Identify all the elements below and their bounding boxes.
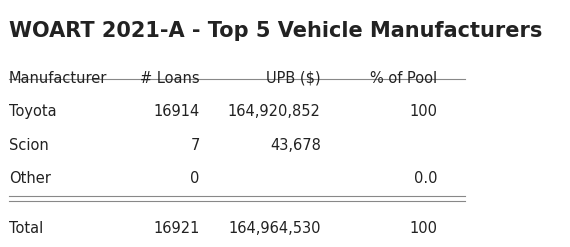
Text: % of Pool: % of Pool <box>370 71 437 86</box>
Text: # Loans: # Loans <box>140 71 200 86</box>
Text: 164,964,530: 164,964,530 <box>229 221 321 236</box>
Text: 16914: 16914 <box>153 104 200 119</box>
Text: Scion: Scion <box>9 138 48 153</box>
Text: 7: 7 <box>190 138 200 153</box>
Text: 16921: 16921 <box>153 221 200 236</box>
Text: Total: Total <box>9 221 43 236</box>
Text: UPB ($): UPB ($) <box>266 71 321 86</box>
Text: Manufacturer: Manufacturer <box>9 71 107 86</box>
Text: 164,920,852: 164,920,852 <box>228 104 321 119</box>
Text: 43,678: 43,678 <box>270 138 321 153</box>
Text: Toyota: Toyota <box>9 104 56 119</box>
Text: WOART 2021-A - Top 5 Vehicle Manufacturers: WOART 2021-A - Top 5 Vehicle Manufacture… <box>9 21 542 41</box>
Text: 0: 0 <box>190 171 200 186</box>
Text: 100: 100 <box>409 221 437 236</box>
Text: Other: Other <box>9 171 51 186</box>
Text: 0.0: 0.0 <box>414 171 437 186</box>
Text: 100: 100 <box>409 104 437 119</box>
